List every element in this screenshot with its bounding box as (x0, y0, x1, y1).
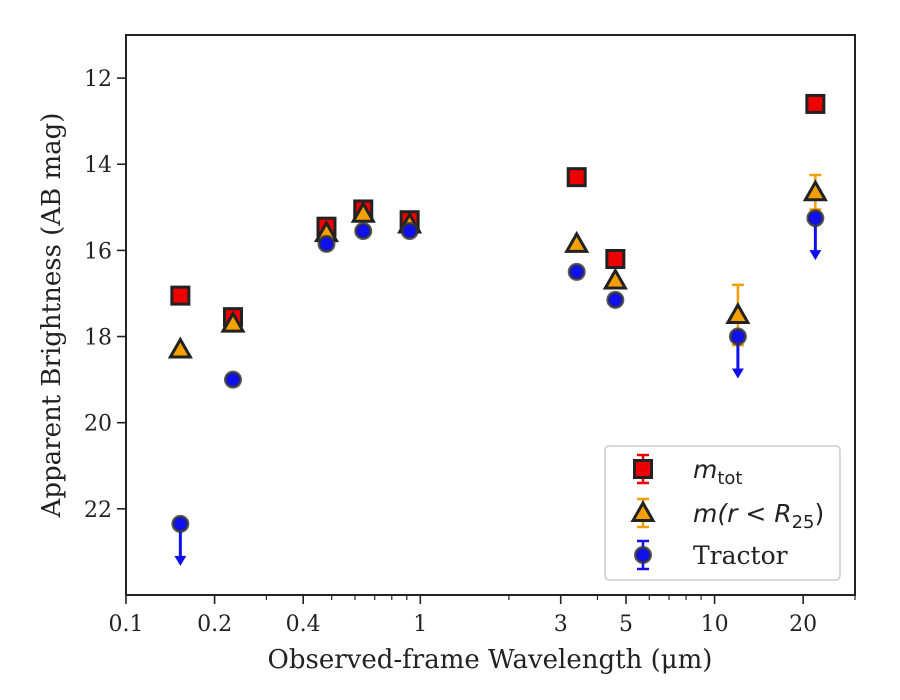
x-tick-label: 3 (554, 612, 568, 637)
y-tick-label: 22 (84, 498, 112, 523)
legend-triangle-marker (630, 499, 656, 522)
x-tick-label: 0.1 (109, 612, 144, 637)
tractor-point (171, 514, 190, 533)
mr25-point (602, 267, 628, 290)
x-tick-label: 1 (413, 612, 427, 637)
mr25-point (564, 230, 590, 253)
axis-ticks: 0.1 0.2 0.4 1 3 5 10 20 12 14 16 18 20 22 (84, 67, 856, 637)
x-axis-label: Observed-frame Wavelength (μm) (268, 645, 713, 675)
upper-limit-arrowhead (809, 250, 822, 261)
tractor-point (806, 209, 825, 228)
x-tick-label: 10 (701, 612, 729, 637)
legend-frame (604, 445, 841, 581)
legend: mtot m(r < R25) Tractor (604, 445, 841, 581)
legend-circle-marker (634, 546, 652, 564)
x-tick-label: 0.4 (286, 612, 321, 637)
legend-label-mtot: mtot (693, 455, 743, 489)
mr25-point (802, 179, 828, 202)
mr25-point (220, 310, 246, 333)
legend-label-tractor: Tractor (693, 541, 788, 570)
tractor-point (317, 234, 336, 253)
y-tick-label: 20 (84, 412, 112, 437)
tractor-point (400, 222, 419, 240)
y-axis-label: Apparent Brightness (AB mag) (37, 113, 67, 519)
mr25-point (167, 336, 193, 359)
mtot-point (805, 93, 826, 114)
mr25-point (350, 200, 376, 223)
upper-limit-arrowhead (731, 368, 744, 379)
legend-square-marker (633, 459, 653, 479)
tractor-point (728, 327, 747, 346)
tractor-point (567, 262, 586, 281)
mtot-point (170, 285, 191, 306)
x-tick-label: 5 (619, 612, 633, 637)
x-tick-label: 0.2 (197, 612, 232, 637)
upper-limit-arrowhead (174, 555, 187, 566)
y-tick-label: 18 (84, 326, 112, 351)
mr25-point (725, 301, 751, 324)
y-tick-label: 12 (84, 67, 112, 92)
plot-frame (125, 34, 856, 596)
legend-label-mr25: m(r < R25) (693, 499, 824, 533)
mtot-point (605, 249, 626, 269)
x-tick-label: 20 (789, 612, 817, 637)
y-tick-label: 14 (84, 153, 112, 178)
data-marks (167, 93, 828, 566)
tractor-point (224, 370, 243, 389)
tractor-point (606, 290, 625, 309)
y-tick-label: 16 (84, 239, 112, 264)
mtot-point (566, 167, 587, 188)
tractor-point (354, 222, 373, 240)
